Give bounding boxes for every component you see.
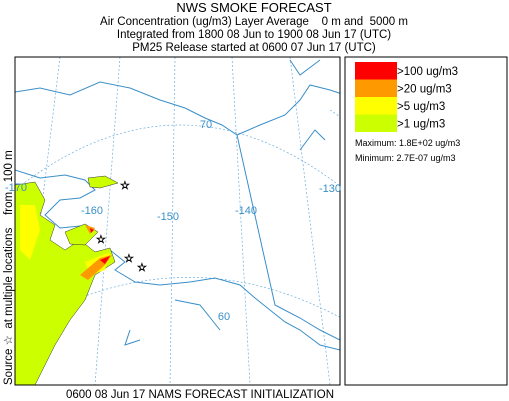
legend-swatch bbox=[355, 79, 397, 97]
smoke-area bbox=[87, 175, 119, 189]
footer: 0600 08 Jun 17 NAMS FORECAST INITIALIZAT… bbox=[66, 389, 334, 401]
legend-swatch bbox=[355, 114, 397, 132]
map-label: -140 bbox=[235, 205, 257, 217]
subtitle: Air Concentration (ug/m3) Layer Average … bbox=[100, 16, 408, 28]
subtitle: Integrated from 1800 08 Jun to 1900 08 J… bbox=[117, 29, 391, 41]
map: ☆ ☆ ☆ ☆ -170 -160 -150 -140 -130 70 60 bbox=[5, 56, 341, 386]
map-label: -150 bbox=[157, 211, 179, 223]
map-label: -170 bbox=[5, 182, 27, 194]
svg-text:☆: ☆ bbox=[96, 234, 106, 246]
source-markers: ☆ ☆ ☆ ☆ bbox=[96, 180, 148, 275]
map-label: 60 bbox=[218, 311, 230, 323]
legend-label: >20 ug/m3 bbox=[397, 84, 452, 96]
map-label: -130 bbox=[319, 183, 341, 195]
map-frame bbox=[14, 56, 341, 386]
legend-label: >5 ug/m3 bbox=[397, 101, 445, 113]
legend-swatch bbox=[355, 97, 397, 115]
legend-frame bbox=[344, 56, 508, 386]
legend: >100 ug/m3 >20 ug/m3 >5 ug/m3 >1 ug/m3 Maxi… bbox=[344, 56, 508, 386]
svg-text:☆: ☆ bbox=[124, 253, 134, 265]
svg-text:☆: ☆ bbox=[120, 180, 130, 192]
map-label: 70 bbox=[200, 119, 212, 131]
svg-text:☆: ☆ bbox=[137, 262, 147, 274]
side-label: Source ☆ at multiple locations from 100 … bbox=[3, 150, 15, 385]
maximum: Maximum: 1.8E+02 ug/m3 bbox=[355, 138, 460, 148]
minimum: Minimum: 2.7E-07 ug/m3 bbox=[355, 153, 456, 163]
smoke-area bbox=[15, 181, 116, 385]
legend-swatch bbox=[355, 62, 397, 80]
title: NWS SMOKE FORECAST bbox=[176, 0, 331, 15]
legend-label: >1 ug/m3 bbox=[397, 119, 445, 131]
smoke-area bbox=[80, 225, 112, 280]
legend-label: >100 ug/m3 bbox=[397, 66, 458, 78]
subtitle: PM25 Release started at 0600 07 Jun 17 (… bbox=[132, 42, 376, 54]
map-label: -160 bbox=[81, 205, 103, 217]
smoke-area bbox=[90, 228, 110, 264]
